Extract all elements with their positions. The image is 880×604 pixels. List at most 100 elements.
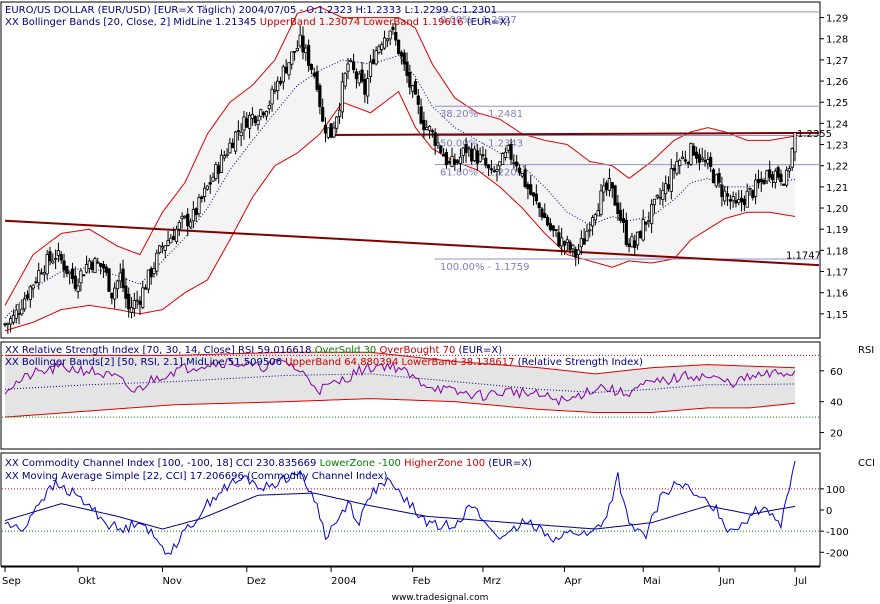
candle-body	[290, 51, 294, 65]
x-tick-label: Feb	[413, 576, 431, 587]
candle-body	[259, 109, 263, 117]
candle-body	[576, 249, 581, 255]
candle-body	[472, 148, 477, 161]
candle-body	[247, 114, 252, 129]
rsi-bollinger-legend: XX Bollinger Bands[2] [50, RSI, 2.1] Mid…	[5, 357, 643, 368]
candle-body	[565, 239, 569, 243]
candle-body	[87, 260, 91, 269]
y-tick-label: 1,17	[826, 268, 848, 279]
candle-body	[697, 154, 702, 163]
candle-body	[754, 179, 758, 197]
candle-body	[278, 80, 283, 84]
rsi-tick-label: 60	[830, 367, 843, 378]
support-label: 1.1747	[786, 251, 821, 262]
candle-body	[664, 183, 668, 195]
candle-body	[762, 180, 766, 185]
candle-body	[354, 71, 359, 80]
fib-label: 100.00% - 1.1759	[440, 262, 529, 273]
candle-body	[158, 245, 162, 254]
candle-body	[453, 159, 457, 165]
candle-body	[416, 95, 420, 105]
candle-body	[770, 174, 775, 180]
x-tick-label: Jul	[794, 576, 807, 587]
candle-body	[335, 116, 339, 129]
candle-body	[619, 209, 623, 221]
candle-body	[329, 123, 333, 138]
candle-body	[478, 154, 482, 162]
candle-body	[256, 119, 260, 126]
candle-body	[695, 151, 699, 159]
candle-body	[419, 106, 423, 124]
rsi-y-axis: 60 40 20	[820, 367, 843, 440]
candle-body	[512, 161, 516, 164]
candle-body	[686, 162, 690, 164]
mid-band-line	[4, 55, 796, 319]
candle-body	[669, 168, 673, 192]
candle-body	[368, 61, 373, 77]
candle-body	[501, 153, 505, 165]
candle-body	[675, 161, 679, 174]
time-axis: Sep Okt Nov Dez 2004 Feb Mrz Apr Mai Jun Jul	[1, 566, 820, 587]
candle-body	[360, 69, 364, 82]
candle-body	[672, 167, 676, 171]
candle-body	[59, 254, 63, 261]
candle-body	[180, 215, 184, 220]
candle-body	[596, 210, 600, 217]
candle-body	[635, 231, 640, 246]
candle-body	[174, 228, 179, 243]
candle-body	[346, 63, 350, 72]
rsi-tick-label: 20	[830, 429, 843, 440]
candle-body	[17, 312, 21, 315]
candle-body	[630, 236, 634, 248]
candle-body	[751, 190, 755, 199]
candle-body	[138, 300, 142, 305]
candle-body	[312, 72, 316, 77]
y-tick-label: 1,19	[826, 225, 848, 236]
cci-y-axis: 100 0 -100 -200	[820, 485, 849, 559]
candle-body	[498, 161, 502, 167]
candle-body	[402, 52, 406, 65]
candle-body	[467, 147, 471, 150]
y-tick-label: 1,22	[826, 162, 848, 173]
fib-label: 38.20% - 1.2481	[440, 109, 523, 120]
candle-body	[276, 80, 280, 92]
cci-levels	[2, 488, 820, 532]
y-tick-label: 1,21	[826, 183, 848, 194]
y-tick-label: 1,18	[826, 246, 848, 257]
rsi-band-fill	[5, 352, 795, 418]
y-tick-label: 1,23	[826, 141, 848, 152]
rsi-levels	[2, 354, 820, 418]
candle-body	[363, 79, 367, 95]
last-price-label: 1.2355	[797, 129, 832, 140]
candle-body	[62, 260, 66, 271]
candle-body	[121, 268, 125, 289]
candle-body	[211, 176, 215, 182]
candle-body	[700, 157, 704, 160]
candle-body	[68, 271, 72, 275]
price-annotations: 1.2355 1.1747	[786, 129, 832, 262]
candle-body	[267, 105, 271, 110]
candle-body	[647, 219, 651, 223]
candle-body	[284, 66, 288, 74]
candle-body	[25, 294, 30, 299]
candle-body	[616, 202, 620, 215]
candle-body	[186, 213, 190, 227]
candle-body	[110, 292, 114, 299]
candle-body	[574, 248, 578, 258]
candle-body	[644, 221, 648, 225]
candle-body	[315, 71, 319, 90]
candle-body	[456, 160, 460, 164]
x-tick-label: Nov	[162, 576, 182, 587]
rsi-upper-band	[5, 351, 796, 375]
y-tick-label: 1,20	[826, 204, 848, 215]
candle-body	[23, 298, 27, 310]
rsi-lower-band	[4, 398, 796, 418]
candle-body	[48, 251, 52, 262]
candle-body	[163, 245, 167, 251]
candle-body	[188, 221, 193, 228]
candle-body	[433, 132, 437, 146]
candle-body	[543, 213, 547, 219]
candle-body	[593, 214, 597, 221]
candle-body	[571, 244, 575, 250]
candle-body	[605, 182, 609, 191]
